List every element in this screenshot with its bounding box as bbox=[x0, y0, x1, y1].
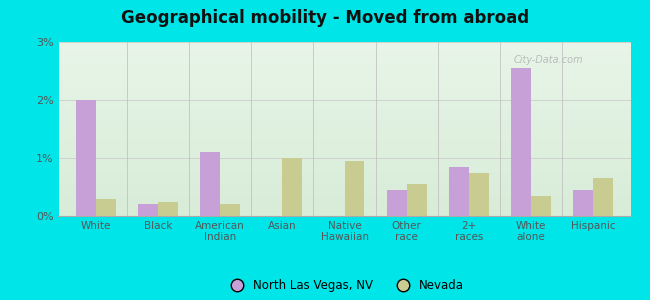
Bar bbox=[469, 172, 489, 216]
Bar bbox=[344, 161, 365, 216]
Bar bbox=[573, 190, 593, 216]
Bar bbox=[96, 199, 116, 216]
Bar bbox=[449, 167, 469, 216]
Bar bbox=[387, 190, 407, 216]
Bar bbox=[158, 202, 178, 216]
Bar bbox=[220, 204, 240, 216]
Bar bbox=[511, 68, 531, 216]
Text: Geographical mobility - Moved from abroad: Geographical mobility - Moved from abroa… bbox=[121, 9, 529, 27]
Bar bbox=[531, 196, 551, 216]
Bar bbox=[76, 100, 96, 216]
Legend: North Las Vegas, NV, Nevada: North Las Vegas, NV, Nevada bbox=[220, 275, 469, 297]
Text: City-Data.com: City-Data.com bbox=[514, 55, 583, 65]
Bar bbox=[200, 152, 220, 216]
Bar bbox=[593, 178, 613, 216]
Bar bbox=[407, 184, 426, 216]
Bar bbox=[138, 204, 158, 216]
Bar bbox=[282, 158, 302, 216]
